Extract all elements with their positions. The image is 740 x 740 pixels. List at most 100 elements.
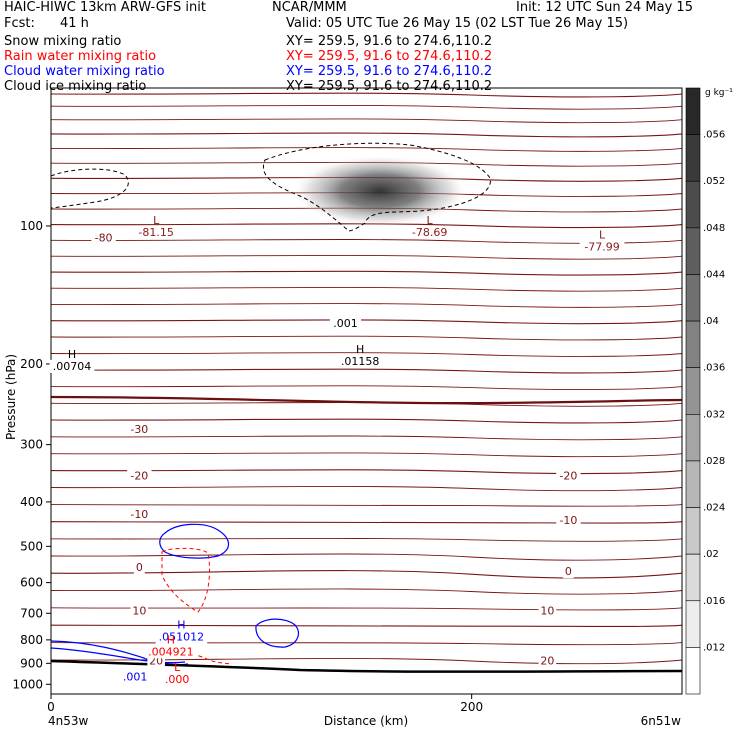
isotherm-line xyxy=(51,435,682,441)
contour-value-label: -78.69 xyxy=(412,226,447,239)
y-tick-label: 600 xyxy=(20,576,43,590)
label-background xyxy=(155,630,208,644)
colorbar-tick-label: .012 xyxy=(703,642,725,653)
colorbar-swatch xyxy=(685,274,701,322)
contour-value-label: 10 xyxy=(540,604,554,617)
isotherm-line xyxy=(51,588,682,595)
contour-value-label: .000 xyxy=(165,673,190,686)
label-background xyxy=(579,240,625,254)
colorbar: .012 .016 .02 .024 .028 .032 .036 .04 .044 .048 .0… xyxy=(685,87,725,695)
isotherm-line xyxy=(51,147,682,152)
isotherm-line xyxy=(51,642,682,646)
colorbar-tick-label: .032 xyxy=(703,409,725,420)
colorbar-swatch xyxy=(685,460,701,508)
isotherm-line xyxy=(51,486,682,492)
isotherm-line xyxy=(51,319,682,325)
isotherm-line xyxy=(51,132,682,138)
colorbar-tick-label: .016 xyxy=(703,596,725,607)
contour-value-label: -81.15 xyxy=(138,226,173,239)
isotherm-line xyxy=(51,286,682,292)
y-tick-label: 900 xyxy=(20,656,43,670)
isotherm-line xyxy=(51,452,682,458)
label-background xyxy=(538,604,557,618)
contour-value-label: 20 xyxy=(540,654,554,667)
isotherm-line xyxy=(51,469,682,475)
contour-value-label: .051012 xyxy=(159,631,205,644)
field-cloud-ice-xy: XY= 259.5, 91.6 to 274.6,110.2 xyxy=(286,79,493,94)
colorbar-tick-label: .02 xyxy=(703,549,719,560)
contour-value-label: -10 xyxy=(130,508,148,521)
label-background xyxy=(127,423,152,437)
colorbar-tick-label: .04 xyxy=(703,316,719,327)
isotherm-line xyxy=(51,254,682,260)
colorbar-tick-label: .048 xyxy=(703,223,725,234)
isotherm-line xyxy=(51,270,682,276)
x-start-location: 4n53w xyxy=(48,714,89,728)
y-tick-label: 800 xyxy=(20,633,43,647)
isotherm-line xyxy=(51,570,682,579)
colorbar-swatch xyxy=(685,180,701,229)
contour-value-label: .004921 xyxy=(148,645,194,658)
extremum-marker: L xyxy=(427,214,434,227)
colorbar-tick-label: .056 xyxy=(703,130,725,141)
contour-value-label: -20 xyxy=(559,469,577,482)
extremum-marker: H xyxy=(177,619,185,632)
label-background xyxy=(337,354,383,368)
x-tick-label: 0 xyxy=(47,700,55,714)
plot-frame xyxy=(50,87,683,695)
cloud-water-contour-surface-2 xyxy=(51,647,186,664)
pressure-axis: 100 200 300 400 500 600 700 800 900 1000 xyxy=(12,219,51,691)
extremum-marker: H xyxy=(356,343,364,356)
label-background xyxy=(556,469,581,483)
contour-value-label: -77.99 xyxy=(584,241,619,254)
label-background xyxy=(127,508,152,522)
freezing-level-line xyxy=(51,395,682,405)
colorbar-tick-label: .036 xyxy=(703,363,725,374)
init-time: Init: 12 UTC Sun 24 May 15 xyxy=(516,0,693,15)
extremum-marker: L xyxy=(599,229,606,242)
x-axis-label: Distance (km) xyxy=(324,714,408,728)
field-snow-name: Snow mixing ratio xyxy=(4,34,122,49)
extremum-marker: L xyxy=(153,214,160,227)
isotherm-line xyxy=(51,223,682,229)
colorbar-units: g kg⁻¹ xyxy=(705,88,733,98)
contour-value-label: 0 xyxy=(136,561,143,574)
colorbar-tick-label: .028 xyxy=(703,456,725,467)
field-cloud-ice-name: Cloud ice mixing ratio xyxy=(4,79,147,94)
colorbar-tick-label: .044 xyxy=(703,269,725,280)
label-background xyxy=(49,359,95,373)
extremum-marker: H xyxy=(68,348,76,361)
y-tick-label: 100 xyxy=(20,219,43,233)
isotherm-line xyxy=(51,657,682,665)
isotherm-line xyxy=(51,553,682,561)
y-tick-label: 1000 xyxy=(12,677,43,691)
y-tick-label: 400 xyxy=(20,495,43,509)
isotherm-line xyxy=(51,352,682,357)
isotherm-line xyxy=(51,368,682,374)
isotherm-line xyxy=(51,239,682,244)
label-background xyxy=(407,225,452,239)
isotherm-line xyxy=(51,607,682,611)
y-tick-label: 700 xyxy=(20,606,43,620)
x-end-location: 6n51w xyxy=(641,714,682,728)
distance-axis: 0 200 xyxy=(47,694,483,714)
rain-contour-upper xyxy=(161,547,211,613)
y-axis-label: Pressure (hPa) xyxy=(4,354,18,440)
label-background xyxy=(556,514,581,528)
snow-contour-top xyxy=(263,142,491,232)
isotherm-line xyxy=(51,418,682,424)
isotherm-line xyxy=(51,118,682,124)
colorbar-swatch xyxy=(685,553,701,602)
label-background xyxy=(161,672,193,686)
isotherm-line xyxy=(51,538,682,542)
contour-value-label: -10 xyxy=(559,514,577,527)
isotherm-line xyxy=(51,624,682,627)
field-cloud-water-xy: XY= 259.5, 91.6 to 274.6,110.2 xyxy=(286,64,493,79)
contour-value-label: 0 xyxy=(565,565,572,578)
field-rain-xy: XY= 259.5, 91.6 to 274.6,110.2 xyxy=(286,49,493,64)
label-background xyxy=(538,654,557,668)
x-tick-label: 200 xyxy=(460,700,483,714)
label-background xyxy=(130,604,149,618)
field-snow-xy: XY= 259.5, 91.6 to 274.6,110.2 xyxy=(286,34,493,49)
